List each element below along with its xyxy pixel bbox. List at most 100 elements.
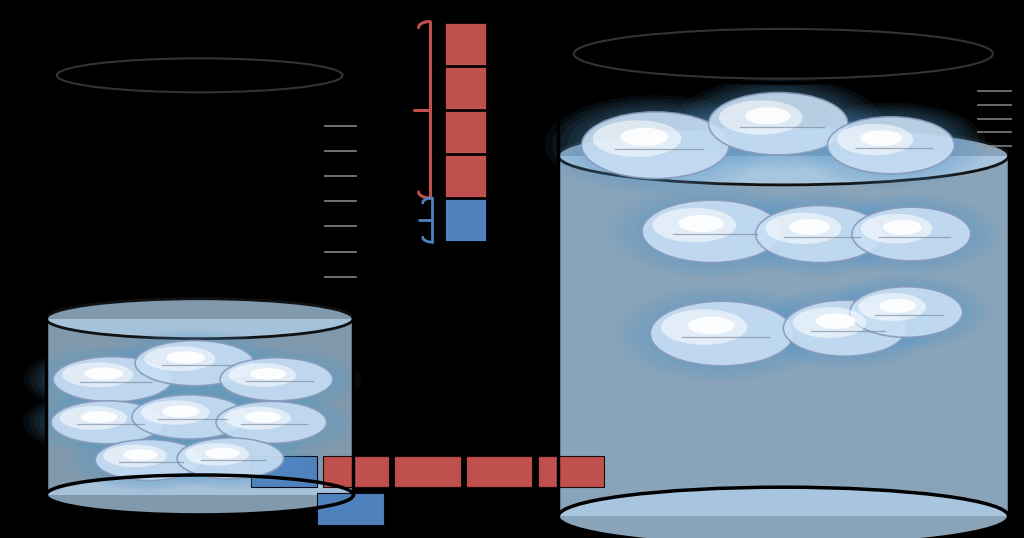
Bar	[317, 493, 384, 525]
Ellipse shape	[46, 475, 353, 515]
Bar	[445, 111, 486, 153]
Ellipse shape	[209, 353, 344, 405]
Ellipse shape	[622, 288, 822, 379]
Ellipse shape	[90, 437, 207, 483]
Ellipse shape	[662, 309, 748, 345]
Ellipse shape	[103, 444, 167, 467]
Ellipse shape	[110, 386, 269, 448]
Ellipse shape	[177, 438, 284, 479]
Ellipse shape	[559, 102, 752, 189]
Ellipse shape	[250, 368, 287, 380]
Ellipse shape	[701, 89, 855, 158]
Ellipse shape	[771, 295, 919, 362]
Ellipse shape	[558, 126, 1009, 185]
Bar	[445, 67, 486, 109]
Bar	[466, 456, 532, 487]
Ellipse shape	[545, 95, 766, 195]
Ellipse shape	[688, 83, 868, 164]
Bar	[394, 456, 461, 487]
Ellipse shape	[129, 338, 260, 388]
Ellipse shape	[629, 292, 815, 376]
Ellipse shape	[185, 443, 249, 465]
Ellipse shape	[883, 220, 922, 235]
Bar	[558, 155, 1009, 516]
Ellipse shape	[123, 449, 158, 461]
Ellipse shape	[103, 384, 275, 450]
Ellipse shape	[636, 295, 808, 372]
Ellipse shape	[821, 114, 961, 176]
Ellipse shape	[839, 282, 974, 342]
Ellipse shape	[46, 299, 353, 339]
Ellipse shape	[614, 285, 829, 382]
Ellipse shape	[861, 130, 902, 146]
Bar	[445, 23, 486, 65]
Ellipse shape	[815, 314, 855, 329]
Ellipse shape	[652, 208, 736, 242]
Ellipse shape	[135, 341, 254, 386]
Ellipse shape	[140, 400, 210, 424]
Ellipse shape	[118, 334, 271, 393]
Ellipse shape	[161, 432, 300, 485]
Bar	[46, 318, 353, 495]
Ellipse shape	[674, 77, 883, 171]
Ellipse shape	[840, 202, 983, 266]
Ellipse shape	[144, 346, 215, 371]
Ellipse shape	[815, 111, 967, 180]
Ellipse shape	[36, 350, 189, 409]
Ellipse shape	[193, 347, 361, 412]
Ellipse shape	[29, 392, 186, 452]
Ellipse shape	[30, 348, 196, 411]
Ellipse shape	[783, 300, 906, 356]
Ellipse shape	[123, 336, 266, 390]
Ellipse shape	[834, 279, 979, 345]
Ellipse shape	[84, 367, 123, 380]
Ellipse shape	[558, 487, 1009, 538]
Ellipse shape	[220, 358, 333, 401]
Ellipse shape	[724, 192, 914, 277]
Ellipse shape	[95, 440, 202, 480]
Ellipse shape	[224, 407, 291, 430]
Ellipse shape	[796, 102, 986, 188]
Ellipse shape	[167, 434, 294, 483]
Ellipse shape	[51, 401, 164, 444]
Ellipse shape	[23, 390, 193, 455]
Ellipse shape	[607, 185, 816, 278]
Ellipse shape	[846, 204, 977, 264]
Ellipse shape	[745, 108, 791, 124]
Ellipse shape	[132, 395, 247, 439]
Ellipse shape	[852, 207, 971, 261]
Ellipse shape	[552, 98, 759, 192]
Ellipse shape	[802, 105, 980, 185]
Ellipse shape	[558, 487, 1009, 538]
Ellipse shape	[85, 435, 212, 485]
Ellipse shape	[822, 194, 1000, 274]
Ellipse shape	[622, 191, 802, 272]
Ellipse shape	[188, 391, 354, 454]
Ellipse shape	[790, 219, 830, 235]
Ellipse shape	[765, 213, 842, 244]
Ellipse shape	[59, 406, 127, 430]
Bar	[323, 456, 389, 487]
Ellipse shape	[828, 196, 994, 272]
Ellipse shape	[808, 108, 974, 182]
Ellipse shape	[24, 345, 202, 413]
Ellipse shape	[750, 203, 889, 265]
Ellipse shape	[79, 434, 218, 486]
Ellipse shape	[694, 86, 862, 161]
Ellipse shape	[74, 431, 223, 489]
Ellipse shape	[844, 284, 969, 340]
Ellipse shape	[642, 200, 781, 263]
Ellipse shape	[194, 393, 349, 452]
Ellipse shape	[46, 299, 353, 339]
Bar	[46, 318, 353, 495]
Ellipse shape	[62, 363, 133, 387]
Ellipse shape	[765, 292, 925, 365]
Ellipse shape	[861, 214, 932, 244]
Ellipse shape	[46, 475, 353, 515]
Ellipse shape	[574, 109, 736, 182]
Ellipse shape	[156, 430, 305, 487]
Ellipse shape	[850, 287, 963, 337]
Ellipse shape	[45, 399, 170, 446]
Ellipse shape	[166, 351, 205, 364]
Ellipse shape	[827, 117, 954, 174]
